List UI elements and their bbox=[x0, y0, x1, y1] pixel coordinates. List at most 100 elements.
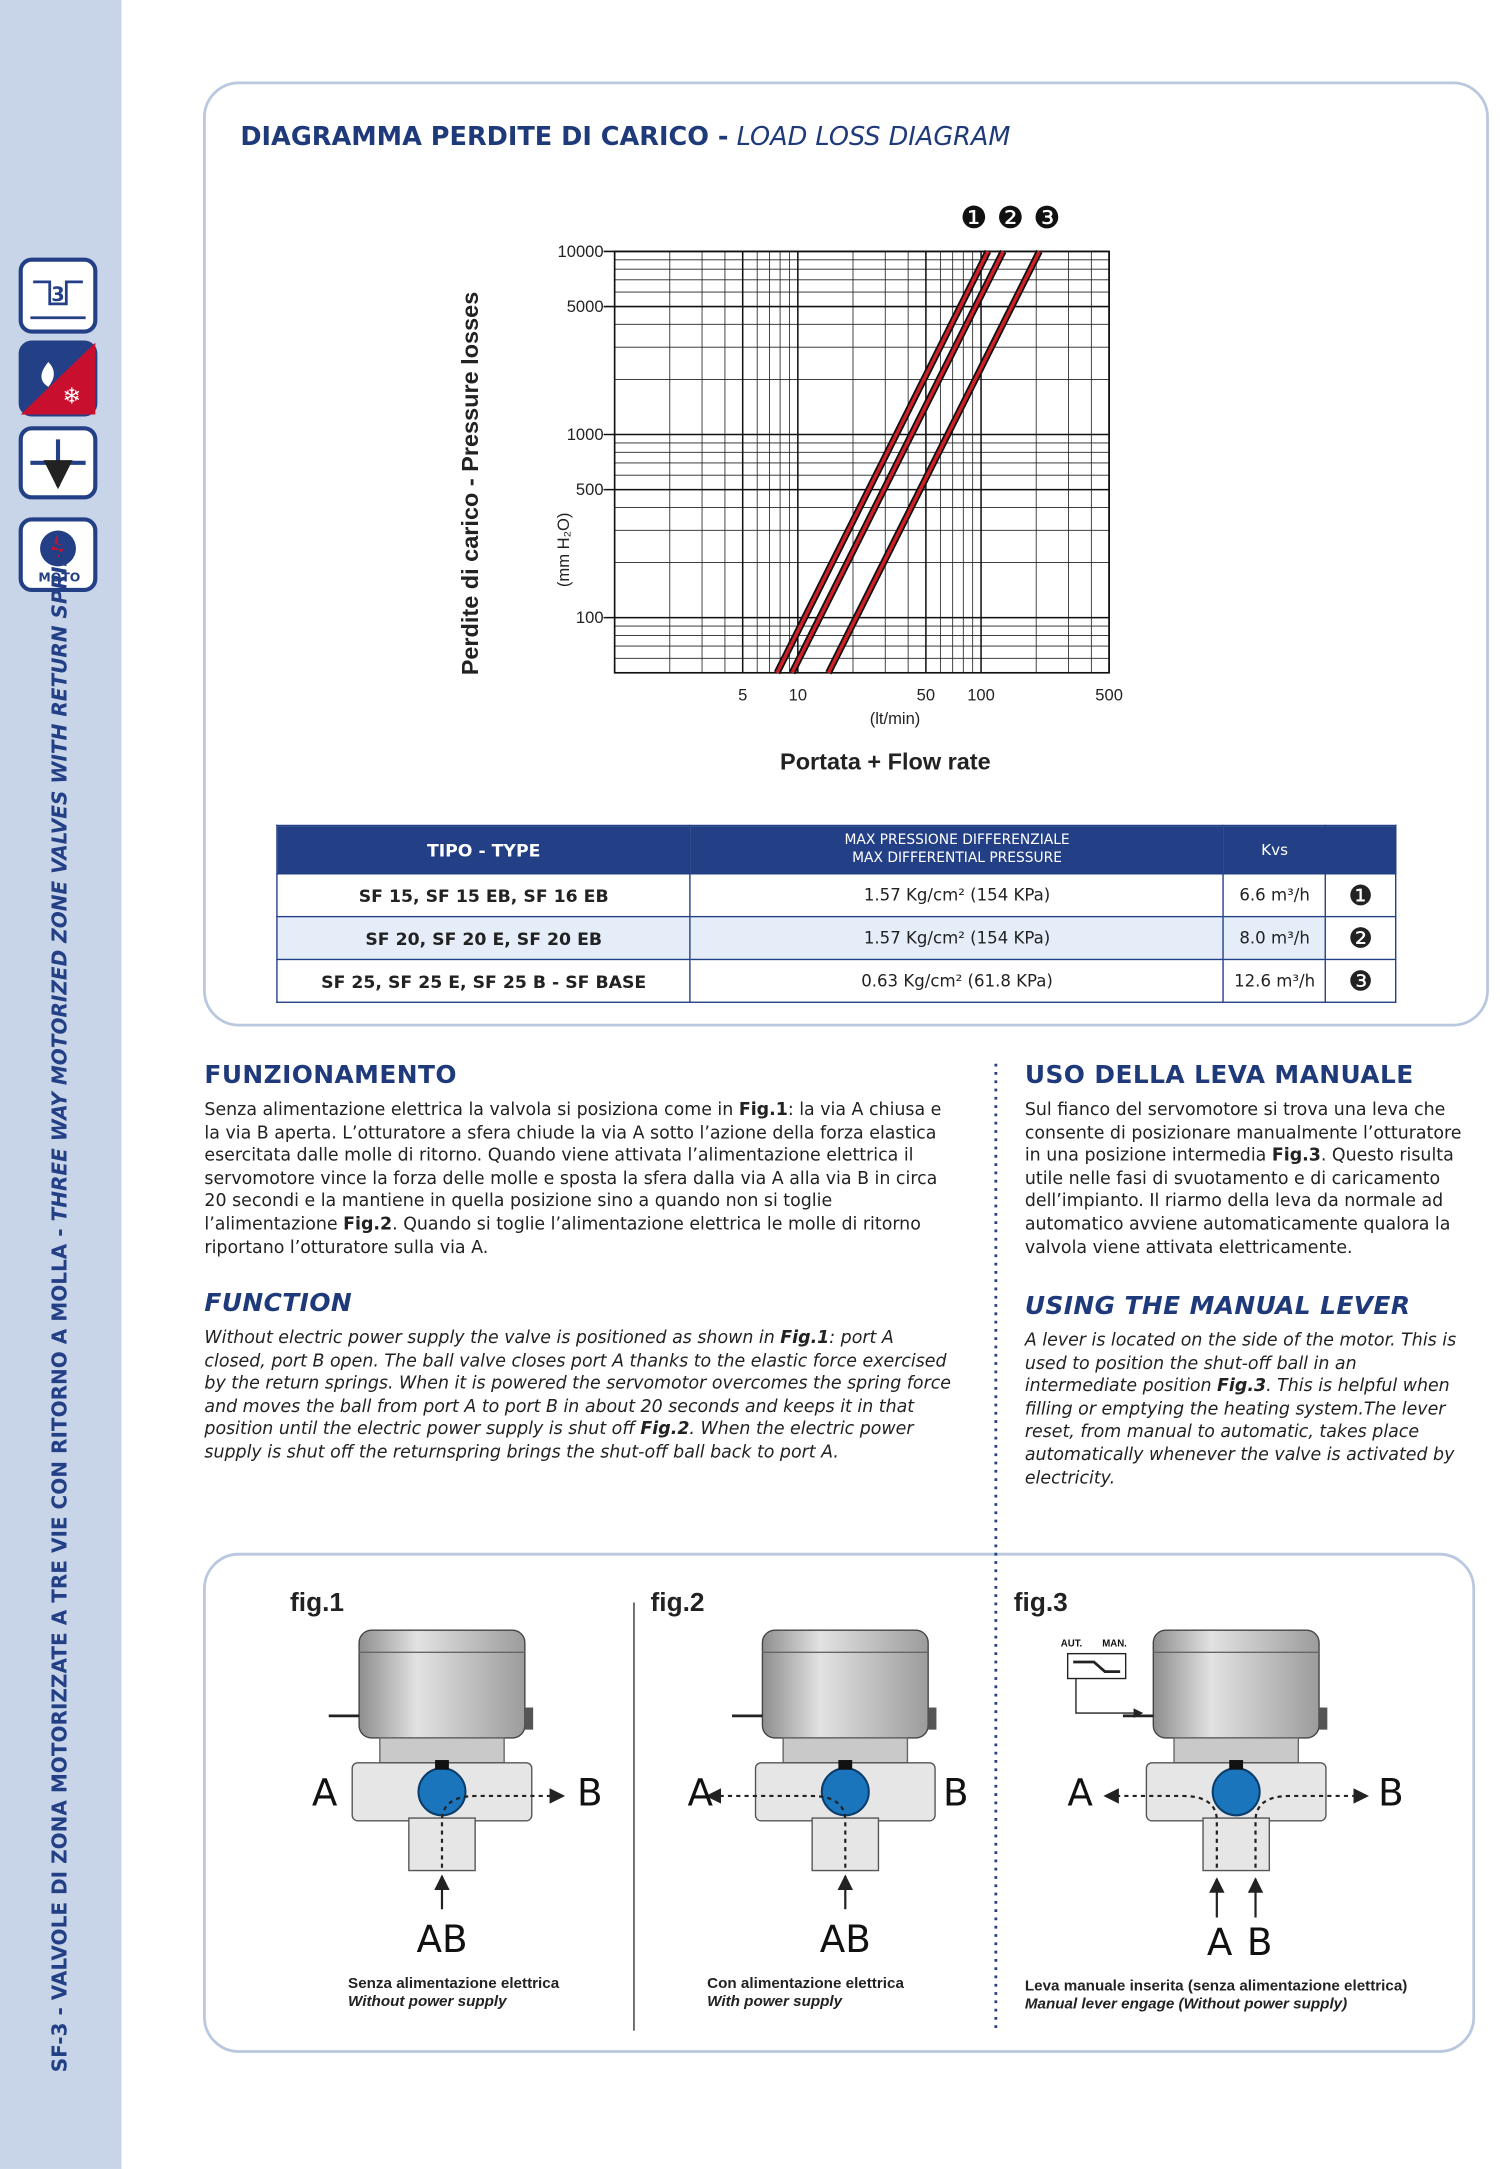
neck bbox=[379, 1737, 505, 1764]
neck bbox=[1173, 1737, 1300, 1764]
text-run: . Questo risulta utile nelle fasi di svu… bbox=[1024, 1144, 1454, 1257]
stem bbox=[408, 1817, 476, 1872]
figure-ref: Fig.2 bbox=[640, 1417, 690, 1439]
section-body: Senza alimentazione elettrica la valvola… bbox=[204, 1098, 957, 1258]
section: USO DELLA LEVA MANUALE Sul fianco del ser… bbox=[1025, 1061, 1464, 1259]
neck bbox=[782, 1737, 909, 1764]
section-body: Without electric power supply the valve … bbox=[204, 1326, 957, 1464]
title-en: LOAD LOSS DIAGRAM bbox=[736, 122, 1011, 152]
ball bbox=[1211, 1767, 1261, 1817]
table-cell: ❸ bbox=[1324, 958, 1397, 1003]
chart: 5 10 50 100 500 100 500 1000 5000 10000 (lt/min) Po… bbox=[457, 201, 1123, 775]
icon-label: MOTO bbox=[38, 570, 80, 585]
text-run: : la via A chiusa e la via B aperta. L’o… bbox=[204, 1098, 942, 1234]
legend-entry: ❷ bbox=[997, 201, 1024, 236]
figure-caption: Leva manuale inserita (senza alimentazio… bbox=[1025, 1978, 1408, 2014]
figure-ref: Fig.3 bbox=[1271, 1144, 1321, 1165]
icon-number: 3 bbox=[51, 283, 64, 306]
series-line bbox=[827, 250, 1041, 674]
table-cell: 0.63 Kg/cm² (61.8 KPa) bbox=[689, 958, 1225, 1003]
header-cell: MAX PRESSIONE DIFFERENZIALE MAX DIFFERENT… bbox=[689, 824, 1225, 875]
flow bbox=[1254, 1788, 1369, 1868]
x-tick-label: 100 bbox=[967, 685, 995, 704]
header-cell bbox=[1324, 824, 1397, 875]
actuator bbox=[1152, 1629, 1320, 1739]
knob bbox=[524, 1707, 534, 1730]
table-row: SF 20, SF 20 E, SF 20 EB 1.57 Kg/cm² (154… bbox=[276, 915, 1397, 961]
ball bbox=[820, 1767, 870, 1817]
flow bbox=[1103, 1788, 1218, 1868]
port-label: A bbox=[1207, 1920, 1233, 1964]
header-cell: TIPO - TYPE bbox=[276, 824, 692, 875]
port-label: A bbox=[1067, 1771, 1093, 1815]
y-tick-label: 10000 bbox=[558, 242, 604, 261]
svg-text:❄: ❄ bbox=[63, 383, 82, 409]
x-tick-label: 10 bbox=[789, 685, 807, 704]
diagram-title: DIAGRAMMA PERDITE DI CARICO - LOAD LOSS … bbox=[240, 123, 1010, 152]
table-row: SF 15, SF 15 EB, SF 16 EB 1.57 Kg/cm² (15… bbox=[276, 873, 1397, 918]
x-tick-label: 50 bbox=[917, 685, 935, 704]
series-line bbox=[775, 250, 990, 674]
text-run: . When the electric power supply is shut… bbox=[204, 1417, 914, 1462]
sidebar-icons: ❄ bbox=[18, 257, 98, 592]
sidebar-text-en: THREE WAY MOTORIZED ZONE VALVES WITH RET… bbox=[49, 533, 72, 1222]
table-cell: ❶ bbox=[1324, 873, 1397, 918]
actuator bbox=[761, 1629, 929, 1739]
figure-ref: Fig.2 bbox=[343, 1212, 393, 1234]
y-unit: (mm H₂O) bbox=[554, 513, 573, 588]
port-label: AB bbox=[416, 1917, 467, 1961]
table-cell: 12.6 m³/h bbox=[1223, 958, 1327, 1003]
y-tick-label: 5000 bbox=[567, 297, 604, 316]
figure-label: fig.1 bbox=[290, 1588, 345, 1618]
section: FUNCTION Without electric power supply th… bbox=[204, 1289, 957, 1464]
y-tick-label: 1000 bbox=[567, 425, 604, 444]
header-text: MAX DIFFERENTIAL PRESSURE bbox=[852, 851, 1062, 867]
text-run: A lever is located on the side of the mo… bbox=[1024, 1329, 1457, 1396]
lever-label: MAN. bbox=[1102, 1639, 1127, 1650]
sidebar-text: SF-3 - VALVOLE DI ZONA MOTORIZZATE A TRE… bbox=[49, 1228, 72, 2073]
legend-entry: ❸ bbox=[1033, 201, 1060, 236]
y-axis-title: Perdite di carico - Pressure losses bbox=[457, 292, 483, 676]
caption-it: Leva manuale inserita (senza alimentazio… bbox=[1024, 1978, 1408, 1995]
plot-frame bbox=[613, 250, 1110, 674]
kvs-table: TIPO - TYPE MAX PRESSIONE DIFFERENZIALE M… bbox=[276, 824, 1397, 1003]
table-cell: SF 25, SF 25 E, SF 25 B - SF BASE bbox=[276, 958, 692, 1003]
figure-ref: Fig.1 bbox=[780, 1326, 830, 1347]
caption-en: With power supply bbox=[707, 1993, 843, 2011]
x-tick-label: 5 bbox=[738, 685, 747, 704]
text-run: Senza alimentazione elettrica la valvola… bbox=[204, 1098, 739, 1120]
actuator bbox=[358, 1629, 526, 1739]
flow bbox=[440, 1788, 566, 1868]
ball bbox=[417, 1767, 467, 1817]
section-body: Sul fianco del servomotore si trova una … bbox=[1025, 1098, 1464, 1258]
knob bbox=[1319, 1707, 1328, 1730]
caption-it: Senza alimentazione elettrica bbox=[348, 1975, 560, 1993]
figure-panel bbox=[203, 1552, 1476, 2053]
diagram-panel bbox=[203, 81, 1489, 1027]
figure-caption: Con alimentazione elettrica With power su… bbox=[707, 1976, 904, 2012]
ball-handle bbox=[838, 1760, 853, 1770]
figure-ref: Fig.3 bbox=[1217, 1374, 1267, 1396]
text-run: Without electric power supply the valve … bbox=[204, 1326, 781, 1347]
y-tick-label: 100 bbox=[576, 608, 604, 627]
text-run: . This is helpful when filling or emptyi… bbox=[1024, 1374, 1455, 1488]
table-cell: SF 15, SF 15 EB, SF 16 EB bbox=[276, 873, 692, 918]
table-cell: 8.0 m³/h bbox=[1223, 915, 1327, 961]
caption-en: Manual lever engage (Without power suppl… bbox=[1024, 1996, 1348, 2013]
ball-handle bbox=[435, 1760, 449, 1770]
port-label: AB bbox=[820, 1917, 871, 1961]
section-body: A lever is located on the side of the mo… bbox=[1025, 1329, 1464, 1489]
header-text: MAX PRESSIONE DIFFERENZIALE bbox=[844, 833, 1070, 849]
stem bbox=[811, 1817, 880, 1872]
lever-label: AUT. bbox=[1061, 1639, 1083, 1650]
port-label: B bbox=[577, 1771, 603, 1815]
caption-it: Con alimentazione elettrica bbox=[707, 1975, 904, 1993]
sidebar-title: SF-3 - VALVOLE DI ZONA MOTORIZZATE A TRE… bbox=[48, 533, 73, 2073]
figure-label: fig.2 bbox=[650, 1588, 705, 1618]
legend-entry: ❶ bbox=[960, 201, 987, 236]
table-cell: 6.6 m³/h bbox=[1223, 873, 1327, 918]
title-it: DIAGRAMMA PERDITE DI CARICO - bbox=[240, 122, 729, 152]
